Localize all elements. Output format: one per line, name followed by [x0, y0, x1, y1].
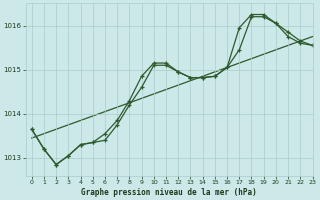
X-axis label: Graphe pression niveau de la mer (hPa): Graphe pression niveau de la mer (hPa) — [81, 188, 257, 197]
